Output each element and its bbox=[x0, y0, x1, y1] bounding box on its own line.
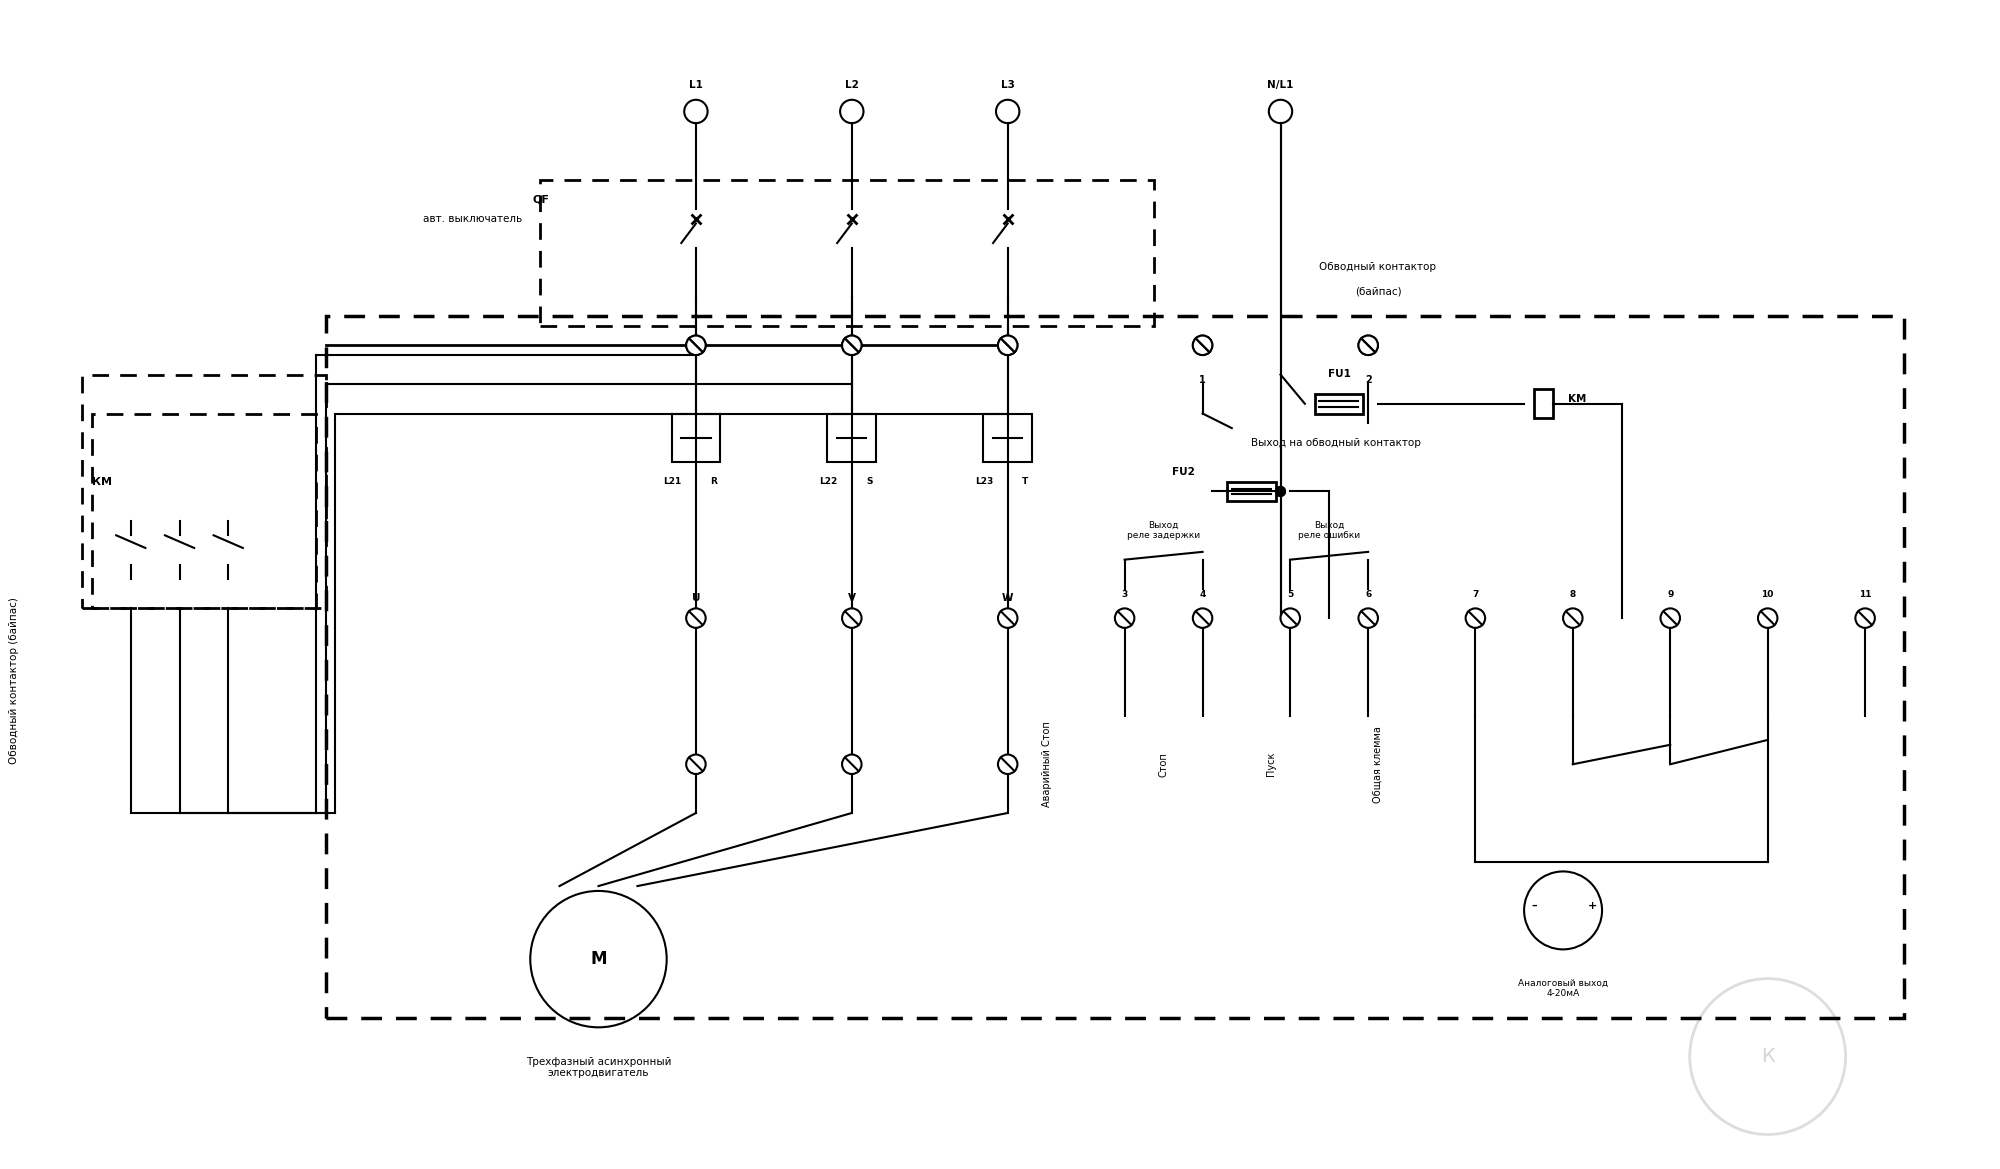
Circle shape bbox=[686, 336, 706, 355]
Circle shape bbox=[686, 754, 706, 774]
Bar bbox=[1314, 394, 1364, 414]
Bar bbox=[540, 180, 1154, 326]
Bar bbox=[1226, 482, 1276, 502]
Circle shape bbox=[842, 754, 862, 774]
Circle shape bbox=[1276, 486, 1286, 497]
Text: FU1: FU1 bbox=[1328, 369, 1350, 380]
Circle shape bbox=[1758, 608, 1778, 628]
Circle shape bbox=[998, 336, 1018, 355]
Circle shape bbox=[998, 336, 1018, 355]
Text: Аварийный Стоп: Аварийный Стоп bbox=[1042, 721, 1052, 807]
Circle shape bbox=[842, 336, 862, 355]
Circle shape bbox=[1856, 608, 1874, 628]
Circle shape bbox=[1358, 608, 1378, 628]
Circle shape bbox=[998, 754, 1018, 774]
Circle shape bbox=[1114, 608, 1134, 628]
Circle shape bbox=[686, 336, 706, 355]
Circle shape bbox=[1280, 608, 1300, 628]
Text: 5: 5 bbox=[1288, 589, 1294, 599]
Circle shape bbox=[1276, 486, 1286, 497]
Text: 9: 9 bbox=[1668, 589, 1674, 599]
Circle shape bbox=[1466, 608, 1486, 628]
Text: L23: L23 bbox=[974, 477, 994, 486]
Text: Обводный контактор: Обводный контактор bbox=[1320, 262, 1436, 272]
Text: К: К bbox=[1760, 1047, 1774, 1066]
Bar bbox=[672, 414, 720, 462]
Text: авт. выключатель: авт. выключатель bbox=[424, 214, 522, 223]
Text: Общая клемма: Общая клемма bbox=[1372, 726, 1382, 803]
Text: 3: 3 bbox=[1122, 589, 1128, 599]
Circle shape bbox=[998, 608, 1018, 628]
Bar bbox=[82, 374, 326, 608]
Text: Пуск: Пуск bbox=[1266, 752, 1276, 776]
Text: 7: 7 bbox=[1472, 589, 1478, 599]
Text: S: S bbox=[866, 477, 872, 486]
Text: T: T bbox=[1022, 477, 1028, 486]
Text: Аналоговый выход
4-20мА: Аналоговый выход 4-20мА bbox=[1518, 978, 1608, 998]
Circle shape bbox=[1358, 336, 1378, 355]
Text: 2: 2 bbox=[1364, 374, 1372, 385]
Text: Выход
реле ошибки: Выход реле ошибки bbox=[1298, 520, 1360, 540]
Bar bbox=[326, 316, 1904, 1017]
Text: 1: 1 bbox=[1200, 374, 1206, 385]
Text: +: + bbox=[1588, 900, 1596, 911]
Text: Трехфазный асинхронный
электродвигатель: Трехфазный асинхронный электродвигатель bbox=[526, 1057, 672, 1078]
Text: КМ: КМ bbox=[92, 477, 112, 486]
Text: (байпас): (байпас) bbox=[1354, 286, 1402, 297]
Circle shape bbox=[1192, 336, 1212, 355]
Text: QF: QF bbox=[532, 194, 550, 205]
Text: Выход
реле задержки: Выход реле задержки bbox=[1128, 520, 1200, 540]
Text: KM: KM bbox=[1568, 394, 1586, 403]
Text: N/L1: N/L1 bbox=[1268, 79, 1294, 90]
Circle shape bbox=[1564, 608, 1582, 628]
Text: FU2: FU2 bbox=[1172, 466, 1194, 477]
Circle shape bbox=[1192, 608, 1212, 628]
Text: Выход на обводный контактор: Выход на обводный контактор bbox=[1252, 437, 1422, 448]
Circle shape bbox=[686, 608, 706, 628]
Circle shape bbox=[1192, 336, 1212, 355]
Text: M: M bbox=[590, 950, 606, 968]
Circle shape bbox=[1660, 608, 1680, 628]
Text: 4: 4 bbox=[1200, 589, 1206, 599]
Text: R: R bbox=[710, 477, 718, 486]
Text: U: U bbox=[692, 594, 700, 603]
Text: L21: L21 bbox=[664, 477, 682, 486]
Bar bbox=[984, 414, 1032, 462]
Text: L2: L2 bbox=[844, 79, 858, 90]
Text: V: V bbox=[848, 594, 856, 603]
Text: –: – bbox=[1532, 900, 1536, 911]
Bar bbox=[92, 414, 316, 608]
Bar bbox=[1534, 389, 1554, 419]
Text: Стоп: Стоп bbox=[1158, 752, 1168, 776]
Text: 11: 11 bbox=[1858, 589, 1872, 599]
Text: 10: 10 bbox=[1762, 589, 1774, 599]
Circle shape bbox=[842, 608, 862, 628]
Text: L3: L3 bbox=[1000, 79, 1014, 90]
Text: 8: 8 bbox=[1570, 589, 1576, 599]
Text: W: W bbox=[1002, 594, 1014, 603]
Bar bbox=[828, 414, 876, 462]
Circle shape bbox=[842, 336, 862, 355]
Text: 6: 6 bbox=[1366, 589, 1372, 599]
Text: L22: L22 bbox=[818, 477, 838, 486]
Text: Обводный контактор (байпас): Обводный контактор (байпас) bbox=[8, 597, 18, 765]
Text: L1: L1 bbox=[688, 79, 702, 90]
Circle shape bbox=[1358, 336, 1378, 355]
